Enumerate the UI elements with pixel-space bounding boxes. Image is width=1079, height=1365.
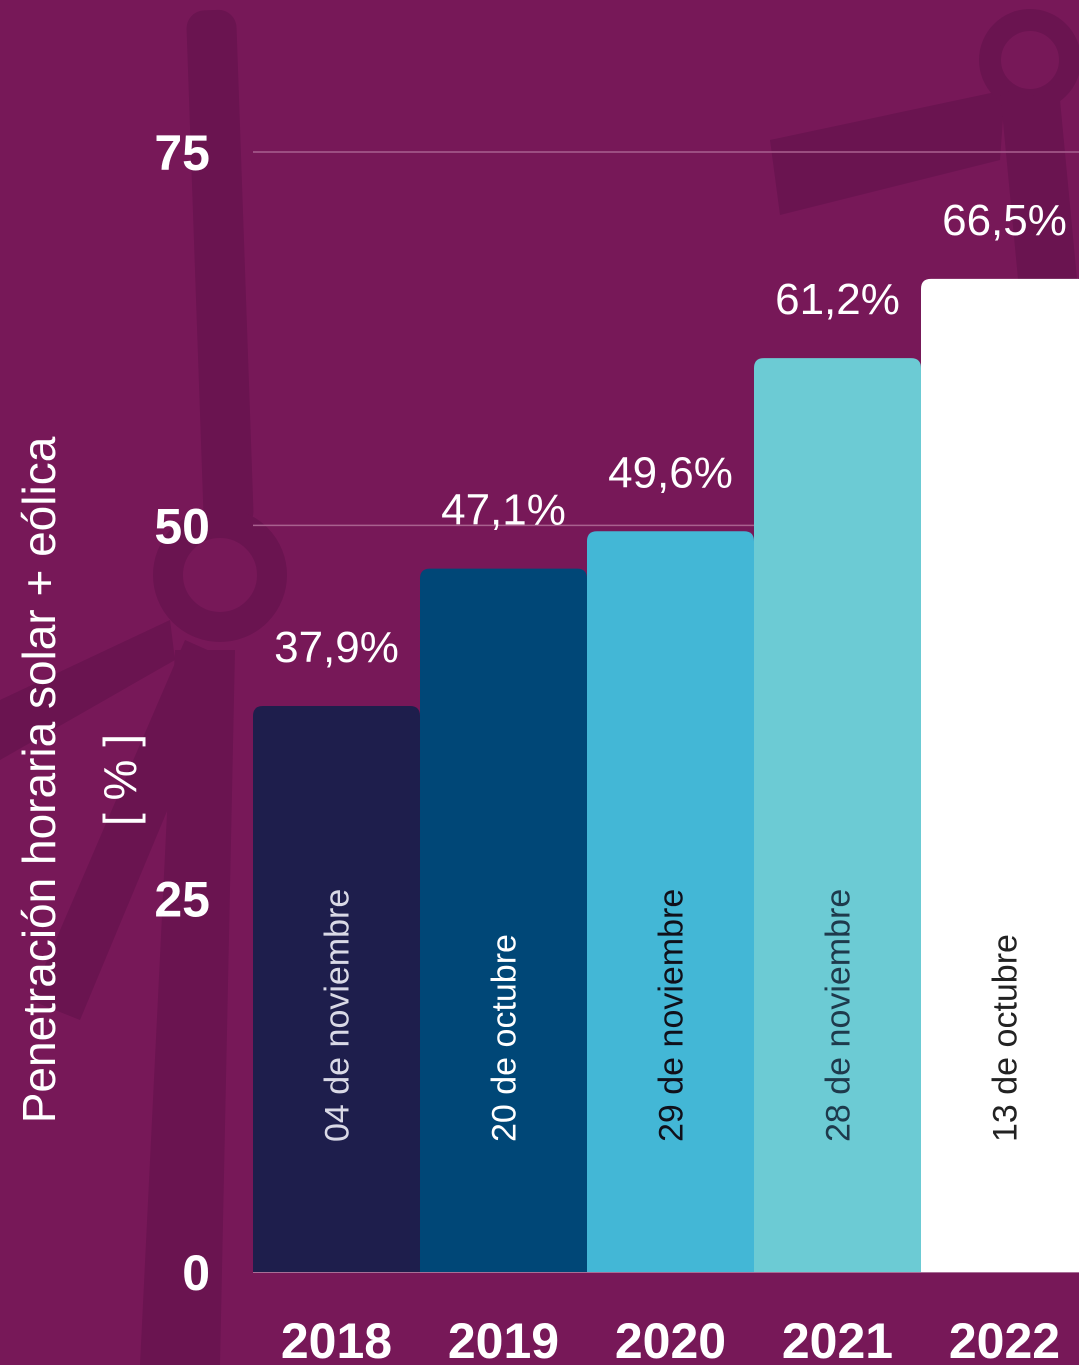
- y-tick-label: 50: [154, 498, 210, 554]
- y-axis-label: Penetración horaria solar + eólica: [13, 436, 65, 1123]
- x-tick-label: 2022: [949, 1313, 1060, 1365]
- y-tick-labels: 0 25 50 75: [154, 125, 210, 1301]
- date-label: 28 de noviembre: [820, 889, 858, 1142]
- x-tick-labels: 2018 2019 2020 2021 2022: [281, 1313, 1060, 1365]
- bar-2022: [921, 278, 1079, 1272]
- date-label: 04 de noviembre: [319, 889, 357, 1142]
- value-label: 47,1%: [441, 486, 566, 535]
- y-tick-label: 0: [182, 1245, 210, 1301]
- bar-2020: [587, 531, 754, 1272]
- date-label: 29 de noviembre: [653, 889, 691, 1142]
- date-label: 20 de octubre: [486, 934, 524, 1142]
- x-tick-label: 2018: [281, 1313, 392, 1365]
- bar-2018: [253, 706, 420, 1272]
- y-axis-unit-label: [ % ]: [94, 734, 146, 826]
- bar-2019: [420, 568, 587, 1272]
- date-label: 13 de octubre: [987, 934, 1025, 1142]
- bars-group: 37,9% 04 de noviembre 47,1% 20 de octubre 49…: [253, 196, 1079, 1273]
- value-label: 37,9%: [274, 623, 399, 672]
- y-tick-label: 75: [154, 125, 210, 181]
- value-label: 66,5%: [942, 196, 1067, 245]
- value-label: 49,6%: [608, 448, 733, 497]
- y-tick-label: 25: [154, 872, 210, 928]
- value-label: 61,2%: [775, 275, 900, 324]
- y-axis-title: Penetración horaria solar + eólica [ % ]: [13, 436, 146, 1123]
- x-tick-label: 2021: [782, 1313, 893, 1365]
- bar-2021: [754, 358, 921, 1273]
- x-tick-label: 2020: [615, 1313, 726, 1365]
- wind-turbine-watermark-icon: [0, 9, 1079, 1365]
- x-tick-label: 2019: [448, 1313, 559, 1365]
